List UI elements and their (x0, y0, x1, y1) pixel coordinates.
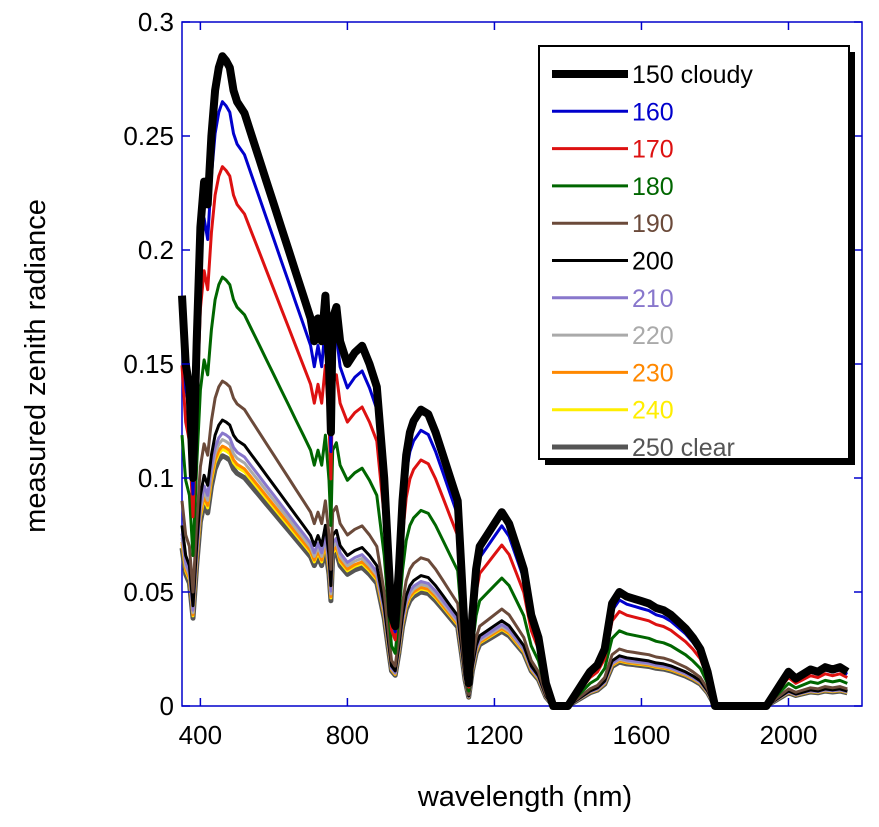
legend: 150 cloudy 160 170 180 190 200 210 220 230 240 250… (538, 45, 855, 465)
y-tick-label: 0.2 (138, 235, 174, 265)
y-tick-label: 0.3 (138, 7, 174, 37)
legend-label: 170 (632, 136, 674, 164)
y-axis-title: measured zenith radiance (20, 199, 52, 533)
x-tick-label: 1200 (466, 720, 524, 750)
series-layer (178, 52, 850, 710)
y-ticks: 0 0.05 0.1 0.15 0.2 0.25 0.3 (123, 7, 862, 721)
x-tick-label: 400 (179, 720, 222, 750)
series-line-240 (180, 447, 848, 708)
series-line-250-clear (179, 453, 848, 709)
y-tick-label: 0 (160, 691, 174, 721)
legend-label: 220 (632, 322, 674, 350)
x-tick-label: 1600 (613, 720, 671, 750)
legend-label: 190 (632, 210, 674, 238)
legend-label: 240 (632, 397, 674, 425)
x-tick-label: 2000 (760, 720, 818, 750)
series-line-230 (180, 444, 848, 708)
legend-label: 150 cloudy (632, 61, 753, 89)
legend-box (538, 45, 850, 460)
x-ticks: 400 800 1200 1600 2000 (179, 22, 818, 750)
x-axis-title: wavelength (nm) (417, 781, 632, 813)
series-line-150-cloudy (178, 52, 850, 710)
y-tick-label: 0.25 (123, 121, 174, 151)
legend-label: 210 (632, 285, 674, 313)
y-tick-label: 0.15 (123, 349, 174, 379)
legend-label: 230 (632, 359, 674, 387)
legend-label: 200 (632, 248, 674, 276)
legend-label: 160 (632, 98, 674, 126)
x-tick-label: 800 (326, 720, 369, 750)
y-tick-label: 0.05 (123, 577, 174, 607)
y-tick-label: 0.1 (138, 463, 174, 493)
legend-label: 180 (632, 173, 674, 201)
legend-label: 250 clear (632, 434, 735, 462)
